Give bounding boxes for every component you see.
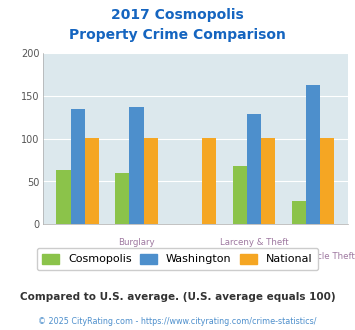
Bar <box>202 138 217 224</box>
Bar <box>320 138 334 224</box>
Bar <box>143 138 158 224</box>
Bar <box>292 201 306 224</box>
Bar <box>56 170 71 224</box>
Text: Burglary: Burglary <box>118 238 155 247</box>
Bar <box>115 173 129 224</box>
Text: 2017 Cosmopolis: 2017 Cosmopolis <box>111 8 244 22</box>
Bar <box>306 84 320 224</box>
Bar <box>261 138 275 224</box>
Text: Property Crime Comparison: Property Crime Comparison <box>69 28 286 42</box>
Bar <box>233 166 247 224</box>
Text: Compared to U.S. average. (U.S. average equals 100): Compared to U.S. average. (U.S. average … <box>20 292 335 302</box>
Text: © 2025 CityRating.com - https://www.cityrating.com/crime-statistics/: © 2025 CityRating.com - https://www.city… <box>38 317 317 326</box>
Legend: Cosmopolis, Washington, National: Cosmopolis, Washington, National <box>37 248 318 270</box>
Text: All Property Crime: All Property Crime <box>39 252 117 261</box>
Text: Arson: Arson <box>183 252 208 261</box>
Bar <box>247 114 261 224</box>
Bar <box>85 138 99 224</box>
Bar <box>71 110 85 224</box>
Text: Motor Vehicle Theft: Motor Vehicle Theft <box>271 252 355 261</box>
Bar <box>129 107 143 224</box>
Text: Larceny & Theft: Larceny & Theft <box>220 238 288 247</box>
